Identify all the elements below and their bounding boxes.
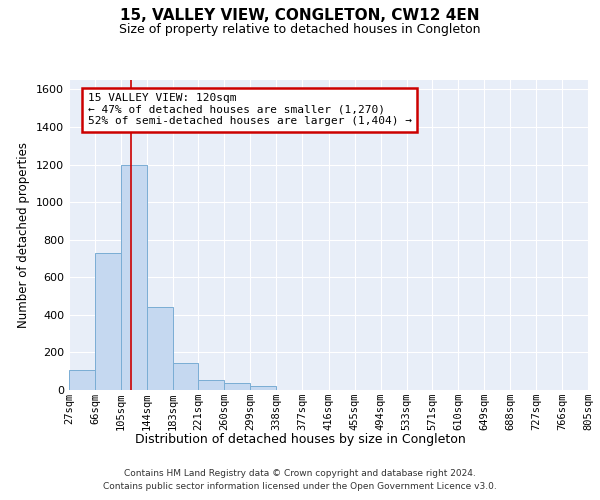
Bar	[250, 386, 277, 390]
Bar	[173, 363, 199, 390]
Text: Contains HM Land Registry data © Crown copyright and database right 2024.: Contains HM Land Registry data © Crown c…	[124, 468, 476, 477]
Bar	[121, 164, 147, 390]
Y-axis label: Number of detached properties: Number of detached properties	[17, 142, 31, 328]
Bar	[199, 380, 224, 390]
Text: Distribution of detached houses by size in Congleton: Distribution of detached houses by size …	[134, 432, 466, 446]
Bar	[95, 253, 121, 390]
Bar	[147, 308, 173, 390]
Bar	[69, 370, 95, 390]
Text: 15, VALLEY VIEW, CONGLETON, CW12 4EN: 15, VALLEY VIEW, CONGLETON, CW12 4EN	[120, 8, 480, 22]
Bar	[224, 384, 250, 390]
Text: 15 VALLEY VIEW: 120sqm
← 47% of detached houses are smaller (1,270)
52% of semi-: 15 VALLEY VIEW: 120sqm ← 47% of detached…	[88, 93, 412, 126]
Text: Size of property relative to detached houses in Congleton: Size of property relative to detached ho…	[119, 22, 481, 36]
Text: Contains public sector information licensed under the Open Government Licence v3: Contains public sector information licen…	[103, 482, 497, 491]
